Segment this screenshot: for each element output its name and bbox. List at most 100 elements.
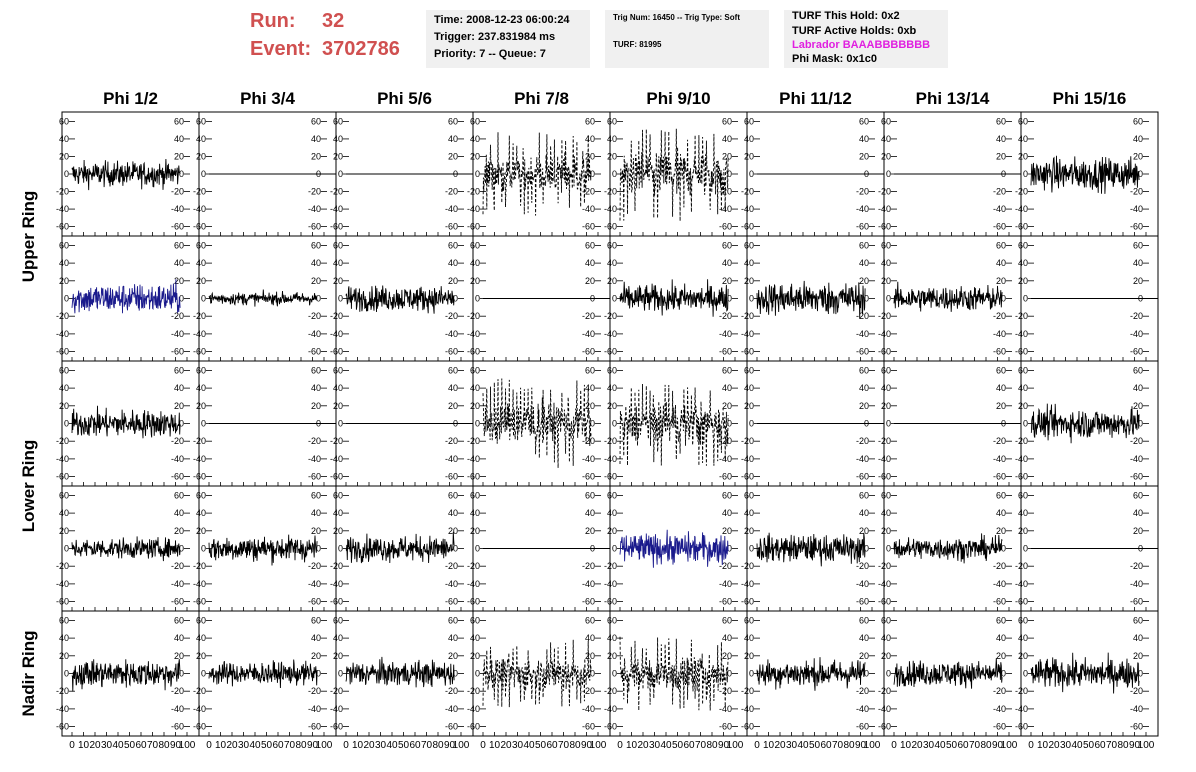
y-tick-label: 40 <box>1018 633 1028 643</box>
y-tick-label: 20 <box>59 651 69 661</box>
y-tick-label: 20 <box>333 526 343 536</box>
y-tick-label: -60 <box>56 347 69 357</box>
y-tick-label: 20 <box>311 526 321 536</box>
y-tick-label: 0 <box>1138 169 1143 179</box>
y-tick-label: -60 <box>171 222 184 232</box>
y-tick-label: -20 <box>1015 686 1028 696</box>
y-tick-label: -60 <box>719 722 732 732</box>
y-tick-label: -40 <box>1015 579 1028 589</box>
x-tick-label: 20 <box>1048 740 1060 751</box>
y-tick-label: -60 <box>604 222 617 232</box>
y-tick-label: -60 <box>445 722 458 732</box>
y-tick-label: 20 <box>607 401 617 411</box>
y-tick-label: -20 <box>1130 436 1143 446</box>
y-tick-label: 40 <box>59 134 69 144</box>
y-tick-label: -40 <box>582 204 595 214</box>
y-tick-label: -60 <box>741 722 754 732</box>
y-tick-label: 0 <box>1023 669 1028 679</box>
ring-label: Upper Ring <box>19 191 38 283</box>
y-tick-label: 0 <box>316 294 321 304</box>
y-tick-label: -20 <box>878 311 891 321</box>
y-tick-label: 0 <box>590 669 595 679</box>
x-tick-label: 10 <box>626 740 638 751</box>
y-tick-label: 40 <box>311 633 321 643</box>
y-tick-label: -60 <box>445 597 458 607</box>
y-tick-label: -20 <box>604 187 617 197</box>
column-header: Phi 15/16 <box>1053 89 1127 108</box>
y-tick-label: 40 <box>311 508 321 518</box>
y-tick-label: -20 <box>604 436 617 446</box>
y-tick-label: 20 <box>448 401 458 411</box>
y-tick-label: -60 <box>308 597 321 607</box>
y-tick-label: 40 <box>744 508 754 518</box>
y-tick-label: 20 <box>59 151 69 161</box>
trig-info-box: Trig Num: 16450 -- Trig Type: Soft TURF:… <box>605 10 769 68</box>
y-tick-label: 20 <box>196 276 206 286</box>
y-tick-label: 40 <box>59 633 69 643</box>
y-tick-label: -40 <box>330 579 343 589</box>
y-tick-label: -40 <box>604 579 617 589</box>
y-tick-label: 0 <box>201 294 206 304</box>
waveform-trace <box>756 657 866 691</box>
y-tick-label: 20 <box>859 151 869 161</box>
y-tick-label: 60 <box>1018 365 1028 375</box>
waveform-trace <box>71 536 181 562</box>
y-tick-label: -60 <box>1130 347 1143 357</box>
y-tick-label: -40 <box>308 329 321 339</box>
x-tick-label: 70 <box>695 740 707 751</box>
y-tick-label: 20 <box>470 651 480 661</box>
y-tick-label: 20 <box>196 651 206 661</box>
y-tick-label: 0 <box>864 294 869 304</box>
y-tick-label: -40 <box>993 204 1006 214</box>
y-tick-label: -20 <box>1130 561 1143 571</box>
time-text: Time: 2008-12-23 06:00:24 <box>434 14 570 26</box>
y-tick-label: 60 <box>333 116 343 126</box>
y-tick-label: 0 <box>612 169 617 179</box>
y-tick-label: 40 <box>859 383 869 393</box>
x-tick-label: 100 <box>727 740 744 751</box>
x-tick-label: 90 <box>1129 740 1141 751</box>
y-tick-label: 60 <box>859 116 869 126</box>
y-tick-label: 60 <box>996 240 1006 250</box>
y-tick-label: 40 <box>859 258 869 268</box>
y-tick-label: -40 <box>193 704 206 714</box>
y-tick-label: 60 <box>722 365 732 375</box>
y-tick-label: 60 <box>722 490 732 500</box>
y-tick-label: 0 <box>749 294 754 304</box>
y-tick-label: 60 <box>996 365 1006 375</box>
x-tick-label: 40 <box>934 740 946 751</box>
y-tick-label: -20 <box>719 187 732 197</box>
dashed-trace <box>482 639 592 708</box>
y-tick-label: 40 <box>722 508 732 518</box>
y-tick-label: -20 <box>856 686 869 696</box>
y-tick-label: 40 <box>1018 383 1028 393</box>
x-tick-label: 10 <box>489 740 501 751</box>
y-tick-label: -20 <box>604 686 617 696</box>
y-tick-label: 0 <box>612 544 617 554</box>
y-tick-label: -40 <box>308 579 321 589</box>
y-tick-label: -60 <box>1130 597 1143 607</box>
y-tick-label: 60 <box>881 615 891 625</box>
y-tick-label: -60 <box>171 597 184 607</box>
y-tick-label: 60 <box>59 116 69 126</box>
x-tick-label: 100 <box>590 740 607 751</box>
y-tick-label: -20 <box>993 561 1006 571</box>
waveform-trace <box>619 279 729 317</box>
y-tick-label: 60 <box>333 365 343 375</box>
y-tick-label: -60 <box>1015 722 1028 732</box>
y-tick-label: 0 <box>1023 294 1028 304</box>
y-tick-label: 20 <box>59 401 69 411</box>
x-tick-label: 20 <box>911 740 923 751</box>
y-tick-label: -20 <box>719 436 732 446</box>
y-tick-label: -40 <box>1130 704 1143 714</box>
y-tick-label: -20 <box>193 561 206 571</box>
x-tick-label: 100 <box>179 740 196 751</box>
y-tick-label: -60 <box>741 347 754 357</box>
y-tick-label: 40 <box>1018 134 1028 144</box>
y-tick-label: -40 <box>193 204 206 214</box>
y-tick-label: 40 <box>744 258 754 268</box>
y-tick-label: 60 <box>1018 240 1028 250</box>
y-tick-label: 60 <box>859 240 869 250</box>
y-tick-label: -20 <box>582 311 595 321</box>
x-tick-label: 50 <box>261 740 273 751</box>
